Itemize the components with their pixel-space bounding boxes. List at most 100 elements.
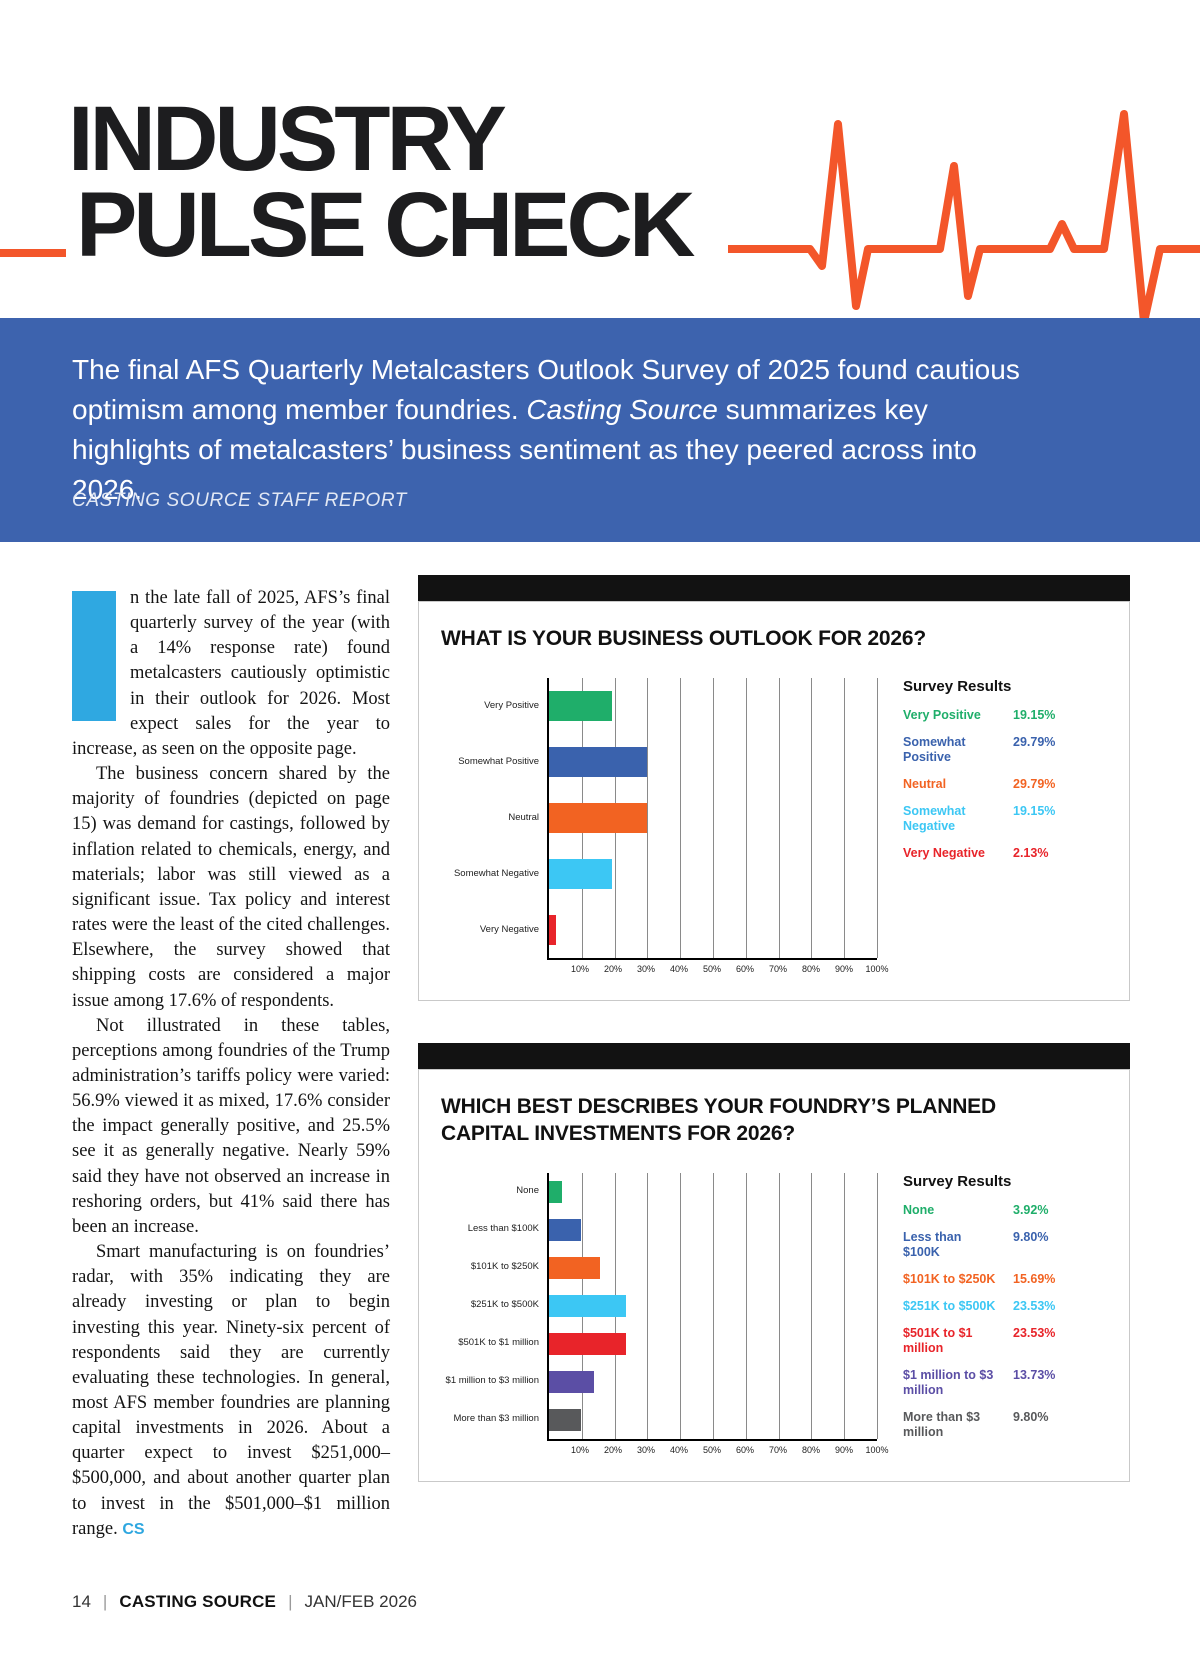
legend-label: $501K to $1 million xyxy=(903,1325,973,1355)
x-axis-tick-label: 70% xyxy=(768,964,788,975)
legend-value: 13.73% xyxy=(1013,1367,1056,1382)
footer-issue: JAN/FEB 2026 xyxy=(304,1592,417,1611)
chart-category-labels: None Less than $100K $101K to $250K $251K t… xyxy=(441,1173,547,1463)
legend-row: More than $3 million 9.80% xyxy=(903,1410,1103,1440)
legend-title: Survey Results xyxy=(903,1172,1012,1190)
page-title-line2: PULSE CHECK xyxy=(76,174,695,277)
chart-title: WHAT IS YOUR BUSINESS OUTLOOK FOR 2026? xyxy=(441,627,926,650)
legend-row: $501K to $1 million 23.53% xyxy=(903,1326,1103,1356)
x-axis-tick-label: 20% xyxy=(603,964,623,975)
legend-value: 9.80% xyxy=(1013,1229,1049,1244)
chart-bar-row xyxy=(549,1211,877,1249)
gridline xyxy=(647,1172,649,1439)
page-footer: 14 | CASTING SOURCE | JAN/FEB 2026 xyxy=(72,1592,417,1612)
footer-separator: | xyxy=(102,1592,108,1611)
chart-bar-row xyxy=(549,1287,877,1325)
legend-value: 29.79% xyxy=(1013,777,1056,792)
x-axis-tick-label: 60% xyxy=(735,1444,755,1455)
legend-row: Very Positive 19.15% xyxy=(903,708,1103,723)
end-mark: CS xyxy=(122,1520,145,1538)
bar-somewhat-positive xyxy=(549,747,647,778)
legend-row: Very Negative 2.13% xyxy=(903,846,1103,861)
legend-value: 15.69% xyxy=(1013,1271,1056,1286)
gridline xyxy=(778,678,780,959)
gridline xyxy=(713,1172,714,1439)
chart-header-bar xyxy=(418,1043,1130,1070)
bar-category-label: $251K to $500K xyxy=(470,1299,539,1311)
chart-box: WHICH BEST DESCRIBES YOUR FOUNDRY’S PLAN… xyxy=(418,1069,1130,1482)
chart-bar-row xyxy=(549,1173,877,1211)
legend-label: Somewhat Negative xyxy=(903,804,966,834)
bar--251k-to-500k xyxy=(549,1294,627,1317)
gridline xyxy=(877,678,878,959)
page-title-line1: INDUSTRY xyxy=(68,88,507,190)
legend-value: 2.13% xyxy=(1013,846,1049,861)
legend-label: Very Negative xyxy=(903,846,985,861)
legend-value: 23.53% xyxy=(1013,1298,1056,1313)
chart-header-bar xyxy=(418,575,1130,601)
legend-value: 23.53% xyxy=(1013,1325,1056,1340)
chart-box: WHAT IS YOUR BUSINESS OUTLOOK FOR 2026? … xyxy=(418,601,1130,1002)
x-axis-tick-label: 100% xyxy=(865,1444,889,1455)
bar-category-label: Very Positive xyxy=(484,699,539,711)
intro-post: summarizes key highlights of metalcaster… xyxy=(72,394,977,506)
bar-somewhat-negative xyxy=(549,859,612,890)
x-axis-tick-label: 70% xyxy=(768,1444,788,1455)
gridline xyxy=(713,678,714,959)
legend-value: 19.15% xyxy=(1013,804,1056,819)
x-axis-tick-label: 30% xyxy=(636,964,656,975)
x-axis-tick-label: 80% xyxy=(801,1444,821,1455)
legend-row: $251K to $500K 23.53% xyxy=(903,1299,1103,1314)
footer-page-number: 14 xyxy=(72,1592,91,1611)
legend-row: Somewhat Negative 19.15% xyxy=(903,804,1103,834)
chart-title: WHICH BEST DESCRIBES YOUR FOUNDRY’S PLAN… xyxy=(441,1095,996,1145)
gridline xyxy=(680,678,682,959)
chart-bar-row xyxy=(549,1249,877,1287)
chart-legend: Survey Results None 3.92% Less than $100K 9… xyxy=(903,1173,1103,1463)
bar-category-label: More than $3 million xyxy=(453,1413,539,1425)
gridline xyxy=(811,678,813,959)
bar-more-than-3-million xyxy=(549,1408,582,1431)
gridline xyxy=(647,678,649,959)
legend-label: None xyxy=(903,1202,935,1217)
legend-row: Neutral 29.79% xyxy=(903,777,1103,792)
bar-less-than-100k xyxy=(549,1218,582,1241)
bar-category-label: $1 million to $3 million xyxy=(445,1375,539,1387)
chart-bar-row xyxy=(549,678,877,734)
bar-category-label: $501K to $1 million xyxy=(458,1337,539,1349)
x-axis-tick-label: 100% xyxy=(865,964,889,975)
x-axis-tick-label: 40% xyxy=(669,964,689,975)
article-body: In the late fall of 2025, AFS’s final qu… xyxy=(72,586,390,1542)
legend-rows: None 3.92% Less than $100K 9.80% $101K to $2… xyxy=(903,1203,1103,1440)
footer-separator: | xyxy=(288,1592,293,1611)
business-outlook-chart: WHAT IS YOUR BUSINESS OUTLOOK FOR 2026? … xyxy=(418,575,1130,1002)
legend-title: Survey Results xyxy=(903,678,1012,696)
capital-investments-chart: WHICH BEST DESCRIBES YOUR FOUNDRY’S PLAN… xyxy=(418,1043,1130,1482)
bar-category-label: Somewhat Negative xyxy=(453,867,539,879)
bar-category-label: $101K to $250K xyxy=(470,1261,539,1273)
legend-label: More than $3 million xyxy=(903,1409,981,1439)
gridline xyxy=(844,678,846,959)
bar-category-label: Less than $100K xyxy=(467,1223,539,1235)
chart-bar-row xyxy=(549,734,877,790)
intro-pre: The final AFS Quarterly Metalcasters Out… xyxy=(72,354,1020,426)
bar--1-million-to-3-million xyxy=(549,1370,595,1393)
legend-row: Less than $100K 9.80% xyxy=(903,1230,1103,1260)
x-axis-tick-label: 30% xyxy=(636,1444,656,1455)
chart-x-axis: 10% 20% 30% 40% 50% 60% 70% 80% 90% 100% xyxy=(547,964,889,982)
legend-row: $1 million to $3 million 13.73% xyxy=(903,1368,1103,1398)
chart-bar-row xyxy=(549,790,877,846)
legend-row: $101K to $250K 15.69% xyxy=(903,1272,1103,1287)
paragraph-1-text: n the late fall of 2025, AFS’s final qua… xyxy=(72,588,390,759)
chart-bar-row xyxy=(549,1363,877,1401)
gridline xyxy=(877,1172,878,1439)
legend-label: Neutral xyxy=(903,777,947,792)
legend-row: None 3.92% xyxy=(903,1203,1103,1218)
chart-bar-row xyxy=(549,1325,877,1363)
chart-plot xyxy=(547,1172,878,1441)
bar-category-label: Somewhat Positive xyxy=(458,755,539,767)
byline: CASTING SOURCE STAFF REPORT xyxy=(72,490,408,511)
legend-label: $1 million to $3 million xyxy=(903,1367,994,1397)
pulse-line-left-dash xyxy=(0,249,66,257)
bar-category-label: Very Negative xyxy=(479,923,539,935)
